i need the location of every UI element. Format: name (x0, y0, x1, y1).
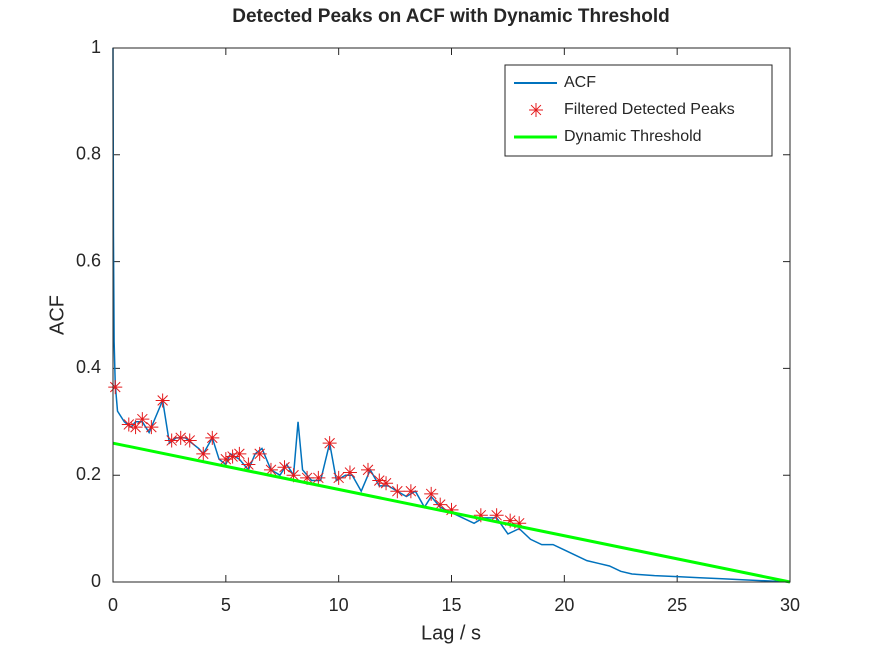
peak-marker (390, 484, 405, 499)
peak-marker (144, 420, 159, 435)
peak-marker (424, 486, 439, 501)
axes-box (112, 47, 791, 583)
peak-marker (503, 513, 518, 528)
peak-marker (128, 420, 143, 435)
y-axis-label: ACF (46, 295, 68, 335)
x-tick-label: 30 (780, 595, 800, 615)
chart-title: Detected Peaks on ACF with Dynamic Thres… (232, 6, 669, 27)
peak-marker (196, 446, 211, 461)
x-tick-label: 20 (554, 595, 574, 615)
x-tick-label: 5 (221, 595, 231, 615)
peak-marker (444, 502, 459, 517)
legend-label: Filtered Detected Peaks (564, 101, 735, 118)
peak-marker (182, 433, 197, 448)
peak-marker (218, 452, 233, 467)
legend-label: ACF (564, 74, 596, 91)
peak-marker (155, 393, 170, 408)
peak-marker (232, 446, 247, 461)
legend-box (504, 64, 773, 157)
y-tick-label: 0.2 (76, 464, 101, 484)
y-tick-label: 0.6 (76, 250, 101, 270)
peak-marker (225, 449, 240, 464)
legend-swatch (529, 103, 543, 117)
y-tick-label: 0.8 (76, 144, 101, 164)
peak-marker (331, 470, 346, 485)
peak-marker (403, 484, 418, 499)
x-tick-label: 25 (667, 595, 687, 615)
y-tick-label: 0.4 (76, 357, 101, 377)
peak-marker (372, 473, 387, 488)
peak-marker (263, 462, 278, 477)
peak-marker (277, 460, 292, 475)
peak-marker (361, 462, 376, 477)
peak-marker (121, 417, 136, 432)
peak-marker (473, 508, 488, 523)
peak-marker (379, 476, 394, 491)
peak-marker (108, 380, 123, 395)
peak-marker (164, 433, 179, 448)
peak-marker (300, 470, 315, 485)
peak-marker (286, 468, 301, 483)
series-line (112, 441, 791, 584)
y-tick-label: 0 (91, 571, 101, 591)
x-tick-label: 0 (108, 595, 118, 615)
peak-marker (342, 465, 357, 480)
legend-label: Dynamic Threshold (564, 128, 702, 145)
peak-marker (512, 516, 527, 531)
peak-marker (433, 497, 448, 512)
peak-marker (489, 508, 504, 523)
x-axis-label: Lag / s (421, 622, 481, 644)
peak-marker (311, 470, 326, 485)
y-tick-label: 1 (91, 37, 101, 57)
peak-marker (252, 446, 267, 461)
peak-marker (205, 430, 220, 445)
peak-marker (173, 430, 188, 445)
peak-marker (322, 436, 337, 451)
legend: ACF Filtered Detected Peaks Dynamic Thresh… (504, 64, 773, 157)
x-tick-label: 10 (329, 595, 349, 615)
peak-marker (135, 412, 150, 427)
x-tick-label: 15 (441, 595, 461, 615)
peak-marker (241, 457, 256, 472)
